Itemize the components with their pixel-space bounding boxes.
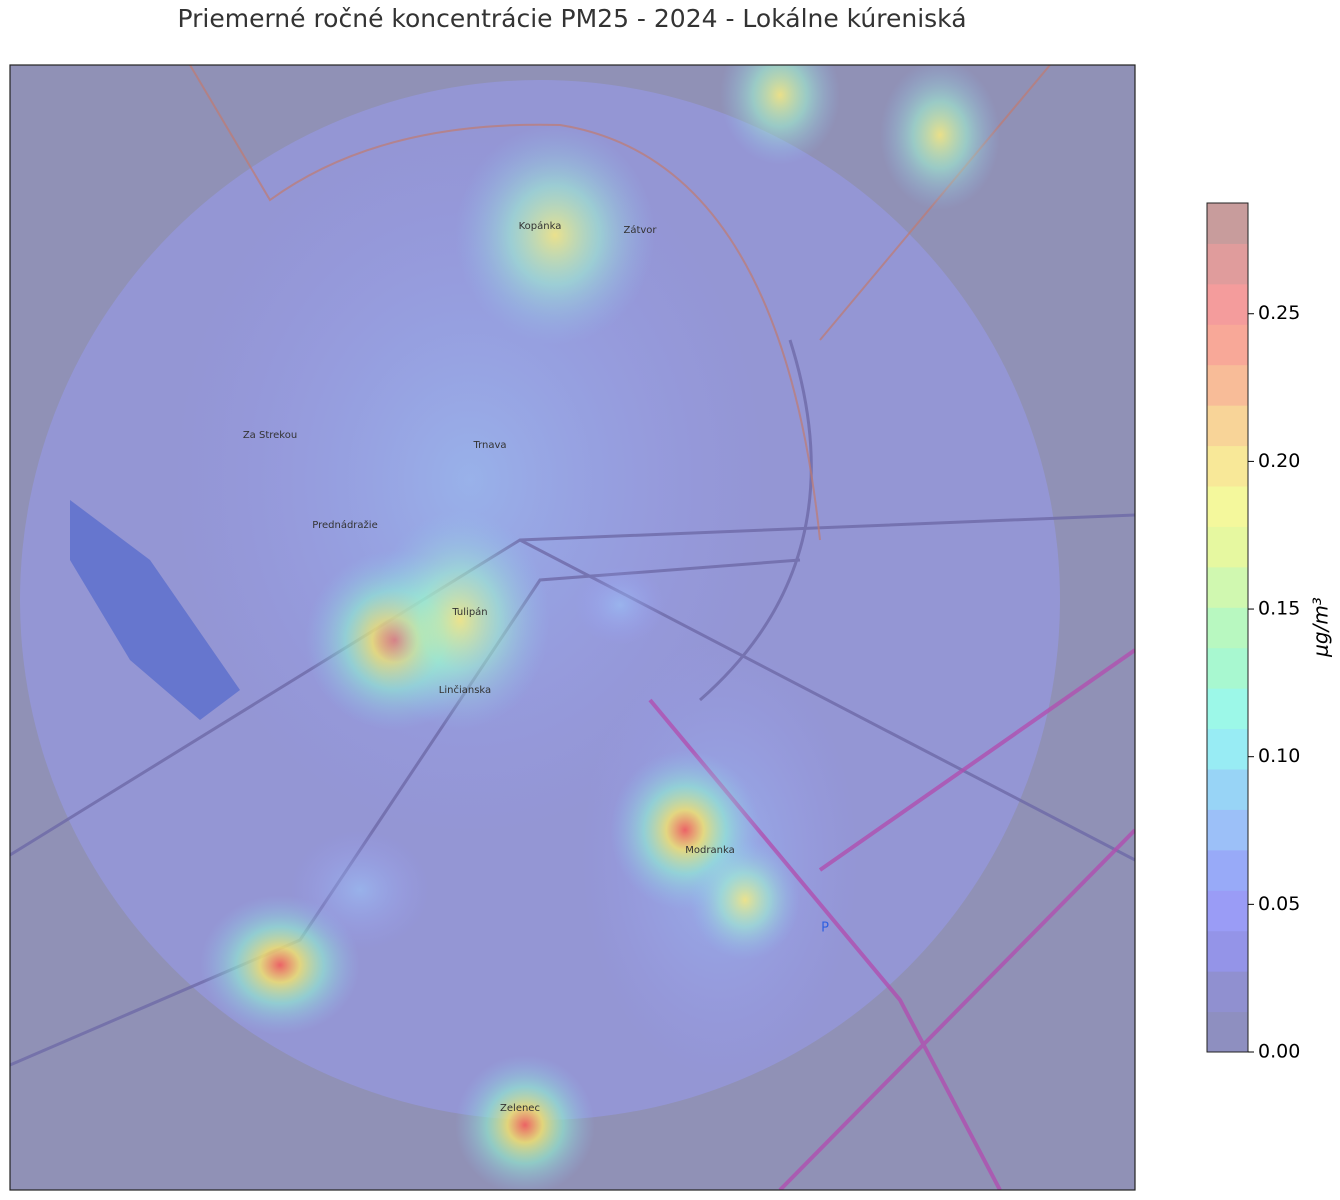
colorbar: 0.00 0.05 0.10 0.15 0.20 0.25 — [1206, 202, 1300, 1063]
colorbar-tick-label: 0.05 — [1258, 893, 1300, 915]
colorbar-band — [1207, 809, 1248, 851]
colorbar-band — [1207, 688, 1248, 730]
colorbar-band — [1207, 283, 1248, 325]
colorbar-label: μg/m³ — [1309, 597, 1333, 658]
place-label: Kopánka — [519, 220, 562, 232]
colorbar-band — [1207, 930, 1248, 972]
place-label: Zátvor — [623, 224, 657, 236]
map: Kopánka Zátvor Trnava Za Strekou Prednád… — [10, 65, 1135, 1190]
colorbar-tick-label: 0.15 — [1258, 598, 1300, 620]
place-label: Tulipán — [451, 606, 487, 618]
colorbar-band — [1207, 364, 1248, 406]
place-label: Trnava — [472, 440, 506, 451]
colorbar-band — [1207, 849, 1248, 891]
colorbar-band — [1207, 769, 1248, 810]
place-label: Zelenec — [500, 1103, 540, 1114]
place-label: Modranka — [685, 845, 734, 856]
colorbar-band — [1207, 486, 1248, 527]
place-labels: Kopánka Zátvor Trnava Za Strekou Prednád… — [243, 220, 735, 1114]
place-label: Linčianska — [439, 684, 491, 696]
colorbar-tick-label: 0.10 — [1258, 745, 1300, 767]
colorbar-band — [1207, 1011, 1248, 1053]
svg-text:P: P — [821, 921, 829, 936]
title: Priemerné ročné koncentrácie PM25 - 2024… — [177, 4, 966, 33]
colorbar-band — [1207, 445, 1248, 487]
place-label: Za Strekou — [243, 430, 297, 441]
colorbar-frame — [1206, 202, 1249, 1053]
colorbar-band — [1207, 405, 1248, 447]
colorbar-band — [1207, 607, 1248, 649]
map-frame — [9, 64, 1136, 1191]
colorbar-band — [1207, 728, 1248, 770]
colorbar-band — [1207, 203, 1248, 244]
colorbar-band — [1207, 647, 1248, 689]
place-label: Prednádražie — [312, 519, 377, 531]
colorbar-band — [1207, 324, 1248, 366]
colorbar-band — [1207, 971, 1248, 1013]
colorbar-tick-label: 0.00 — [1258, 1041, 1300, 1063]
colorbar-tick-label: 0.25 — [1258, 302, 1300, 324]
colorbar-band — [1207, 243, 1248, 285]
colorbar-band — [1207, 526, 1248, 568]
colorbar-band — [1207, 890, 1248, 932]
colorbar-tick-label: 0.20 — [1258, 450, 1300, 472]
colorbar-band — [1207, 566, 1248, 608]
